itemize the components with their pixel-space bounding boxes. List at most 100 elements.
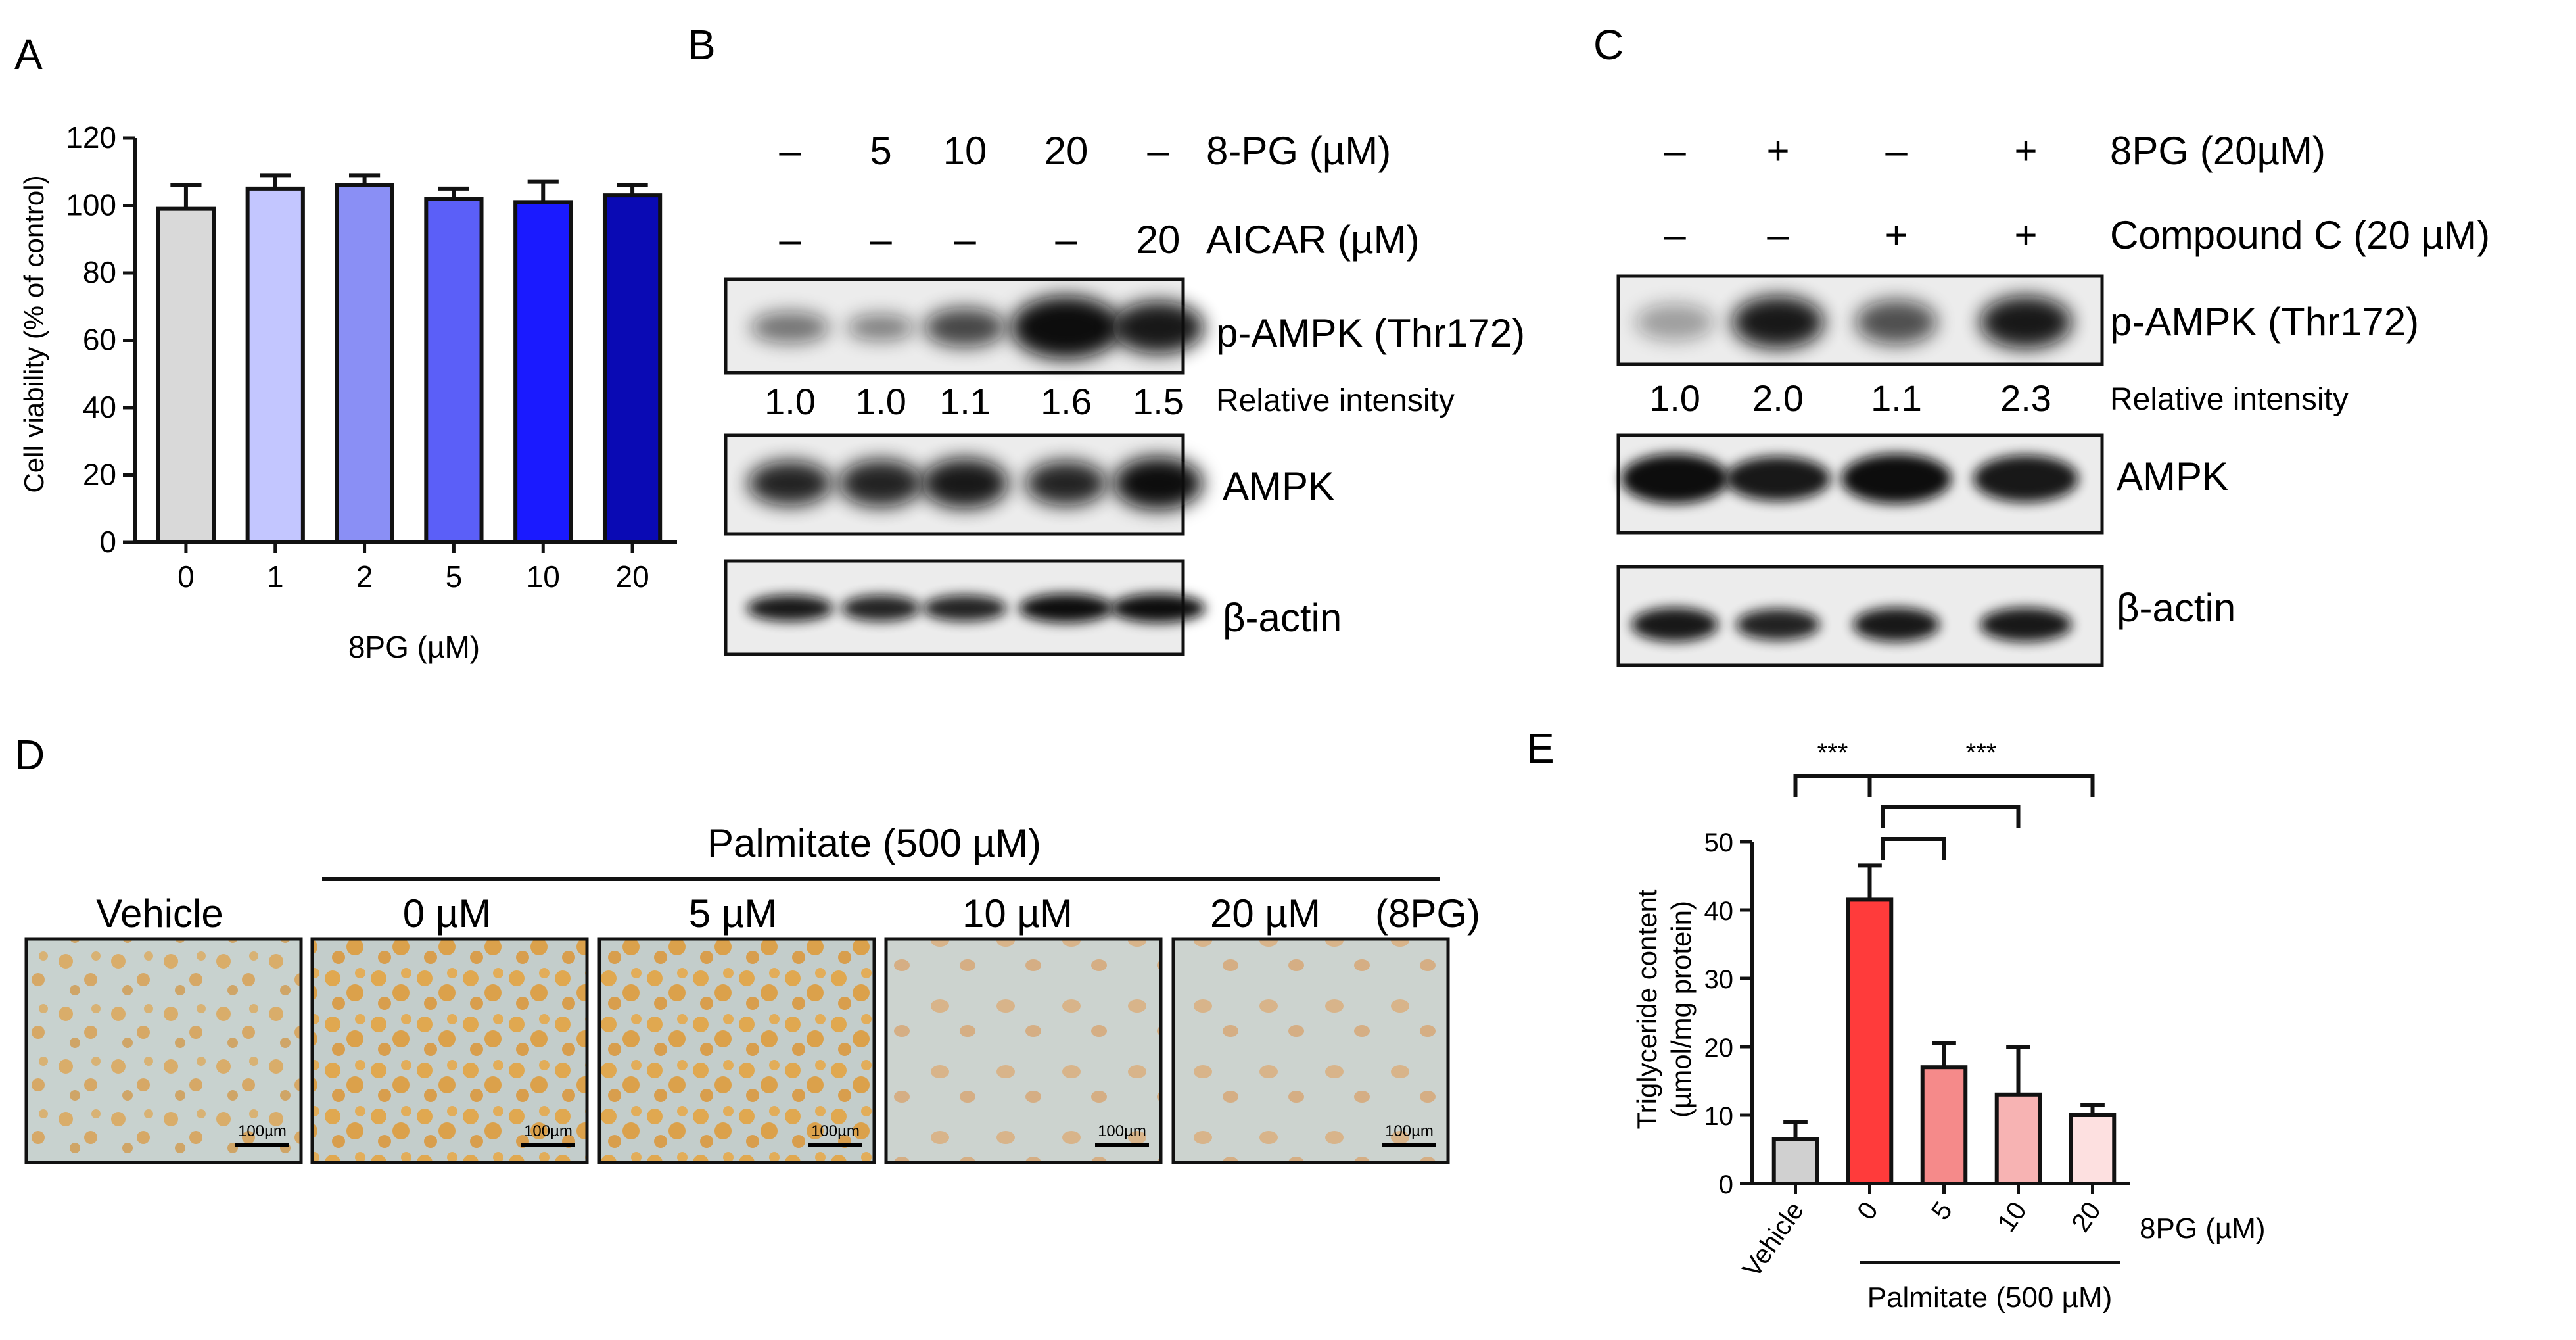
blot-b-row2-cell: – [870,218,892,262]
panel-d: D Palmitate (500 µM) Vehicle 0 µM 5 µM 10 µ… [14,731,1480,1164]
blot-b-actin-band [923,595,1007,621]
panel-letter-e: E [1526,725,1555,772]
chart-e-bar [1846,897,1894,1186]
blot-c-intensity-values: 1.0 2.0 1.1 2.3 [1649,377,2051,419]
blot-c-actin-band [1736,609,1820,640]
blot-b-intensity-value: 1.1 [939,381,991,422]
blot-c-intensity-value: 1.1 [1871,377,1922,419]
chart-e-ylabel-line2: (µmol/mg protein) [1666,901,1697,1118]
blot-c-band-label-pampk: p-AMPK (Thr172) [2110,300,2419,344]
blot-c-ampk-band [1621,454,1729,504]
blot-c-actin-band [1631,608,1718,642]
blot-b-ampk-band [1025,461,1107,506]
blot-c-ampk-band [1841,454,1952,504]
chart-e-bracket [1793,774,1872,797]
blot-b-intensity-value: 1.0 [764,381,816,422]
micrograph-image [597,937,876,1164]
blot-b-pampk-bands [751,296,1204,359]
chart-a-ylabel: Cell viability (% of control) [18,175,49,492]
chart-e-bar [1994,1092,2042,1186]
micrograph-label: 10 µM [962,892,1073,936]
scale-bar-label: 100µm [1385,1122,1434,1140]
chart-a-bar [602,193,663,544]
blot-c-pampk-band [1980,296,2072,348]
micrograph-suffix: (8PG) [1375,892,1480,936]
blot-b-row1-cell: – [1147,129,1169,173]
chart-a-axes: 0 20 40 60 80 100 120 0 1 2 5 10 20 [66,120,677,594]
blot-b-pampk-band [924,308,1006,347]
blot-b-ampk-band [1113,457,1203,510]
blot-b-actin-bands [747,594,1206,623]
blot-c-row2-cell: + [1885,213,1908,257]
chart-e-bar [1920,1065,1968,1185]
blot-b-intensity-values: 1.0 1.0 1.1 1.6 1.5 [764,381,1184,422]
scale-bar-label: 100µm [1098,1122,1146,1140]
blot-c-row2-cell: + [2014,213,2037,257]
chart-a-ytick-label: 20 [83,458,116,492]
chart-a-xtick-label: 0 [177,560,195,594]
chart-e-xtick-label: 10 [1992,1197,2032,1237]
chart-a-ytick-label: 100 [66,188,116,222]
blot-c-intensity-label: Relative intensity [2110,382,2349,417]
chart-e-bracket [1867,774,2095,797]
blot-b-ampk-band [748,461,832,506]
blot-c-treatment-row-8pg: – + – +8PG (20µM) [1664,129,2326,173]
blot-c-row2-cell: – [1664,213,1686,257]
chart-e-ytick-label: 0 [1719,1170,1733,1199]
chart-a-ytick-label: 120 [66,120,116,155]
chart-a-bar [245,186,305,544]
micrograph-image [310,937,589,1164]
chart-e-bracket [1881,837,1946,860]
blot-b-pampk-band [1112,301,1204,354]
panel-c: C – + – +8PG (20µM) – – + + Compound C (20 µM) … [1593,21,2490,667]
micrograph-label: 5 µM [689,892,778,936]
blot-c-actin-bands [1631,608,2072,642]
blot-c-row2-cell: – [1767,213,1789,257]
chart-a-bar [156,206,216,544]
blot-b-intensity-label: Relative intensity [1216,383,1455,418]
panel-letter-d: D [14,731,45,778]
chart-a-xtick-label: 2 [356,560,373,594]
blot-b-row2-label: AICAR (µM) [1206,218,1420,262]
chart-e-group-label: Palmitate (500 µM) [1867,1281,2113,1314]
blot-b-treatment-row-8pg: –5 10 20–8-PG (µM) [779,129,1391,173]
chart-a-xtick-label: 20 [615,560,649,594]
blot-c-row1-cell: – [1664,129,1686,173]
blot-b-intensity-value: 1.0 [855,381,906,422]
chart-e-ytick-label: 20 [1704,1034,1734,1063]
blot-c-row2-label: Compound C (20 µM) [2110,213,2490,257]
blot-b-row1-cell: 10 [943,129,987,173]
blot-b-intensity-value: 1.6 [1041,381,1092,422]
chart-a-bar [424,197,484,544]
chart-a-bar [513,200,573,544]
panel-b: B –5 10 20–8-PG (µM) – – – –20 AICAR (µM) 1.0 1… [688,21,1525,656]
chart-e-sig-label: *** [1966,738,1997,767]
blot-b-pampk-band [1011,296,1121,359]
micrograph-image [24,937,303,1164]
chart-e-ytick-label: 30 [1704,965,1734,994]
blot-b-intensity-value: 1.5 [1133,381,1184,422]
blot-b-ampk-band [839,460,923,507]
blot-b-row1-cell: 5 [870,129,891,173]
blot-c-treatment-row-compound-c: – – + + Compound C (20 µM) [1664,213,2490,257]
blot-b-actin-band [747,595,833,621]
chart-a-bar [335,183,394,544]
blot-c-actin-band [1853,608,1940,642]
blot-c-row1-cell: – [1885,129,1908,173]
chart-a-xtick-label: 1 [267,560,284,594]
chart-e-xtick-label: Vehicle [1737,1197,1810,1283]
panel-a: A 0 20 40 60 80 100 120 0 1 2 5 10 20 8PG (µM) Cell … [14,31,677,664]
micrograph-label: 0 µM [403,892,492,936]
blot-c-pampk-band [1635,304,1714,341]
blot-b-actin-band [1111,594,1206,623]
micrograph-label: Vehicle [96,892,223,936]
micrograph-labels: Vehicle 0 µM 5 µM 10 µM 20 µM [96,892,1321,936]
blot-b-row1-cell: – [779,129,801,173]
chart-a-ytick-label: 40 [83,390,116,424]
blot-b-ampk-band [922,458,1008,508]
chart-e-bars [1771,863,2117,1186]
chart-e-significance: *** *** [1793,738,2095,860]
